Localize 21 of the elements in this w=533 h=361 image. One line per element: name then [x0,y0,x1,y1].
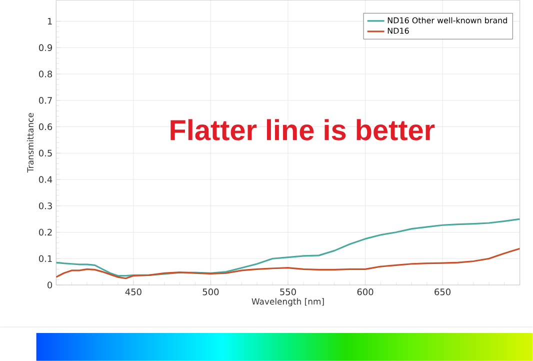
y-tick-label: 0.3 [38,202,52,210]
y-tick-label: 0.9 [38,44,52,52]
y-axis-title: Transmittance [27,113,34,173]
x-tick-label: 500 [202,288,219,296]
x-tick-label: 650 [434,288,450,296]
annotation: Flatter line is better [170,119,435,140]
y-tick-label: 0.5 [38,150,52,157]
x-tick-label: 550 [280,288,296,296]
line-series [56,248,520,280]
y-tick-label: 0.2 [38,228,52,236]
y-tick-label: 0.4 [38,176,52,183]
y-tick-label: 0.6 [38,123,52,130]
y-tick-label: 0.1 [38,255,52,262]
x-axis-title: Wavelength [nm] [252,298,324,306]
y-tick-label: 1 [48,18,52,25]
line-series [56,218,520,277]
x-tick-label: 600 [357,288,374,296]
y-tick-label: 0.8 [38,70,52,78]
y-tick-label: 0.7 [38,97,52,104]
x-tick-label: 450 [125,288,142,296]
y-tick-label: 0 [48,282,52,288]
